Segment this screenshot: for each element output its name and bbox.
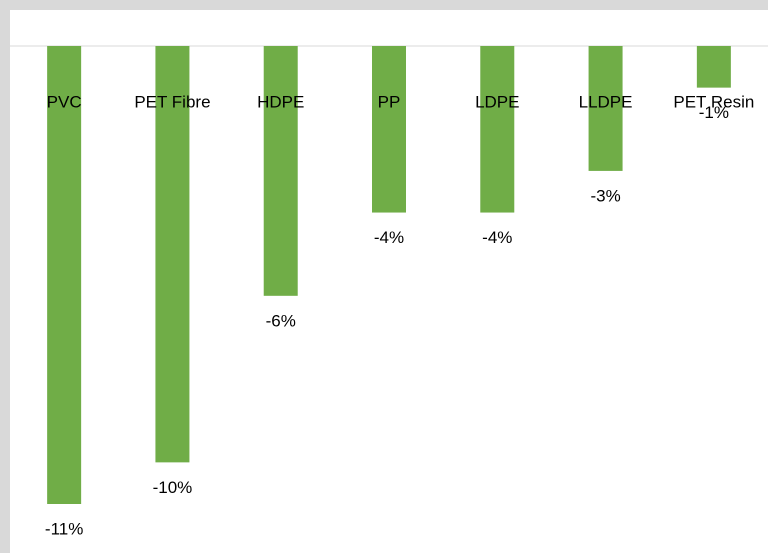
value-label: -10% <box>153 478 193 497</box>
category-label: PP <box>378 92 401 111</box>
value-label: -4% <box>482 228 512 247</box>
category-label: LLDPE <box>579 92 633 111</box>
frame-left <box>0 0 10 553</box>
value-label: -1% <box>699 103 729 122</box>
category-label: LDPE <box>475 92 519 111</box>
bar <box>155 46 190 463</box>
value-label: -11% <box>45 519 83 538</box>
value-label: -3% <box>590 186 620 205</box>
bar <box>47 46 82 504</box>
bar <box>480 46 515 213</box>
category-label: PET Fibre <box>134 92 210 111</box>
value-label: -6% <box>266 311 296 330</box>
frame-top <box>0 0 768 10</box>
bar <box>372 46 406 213</box>
category-label: PET Resin <box>673 92 754 111</box>
bar <box>696 46 731 88</box>
bar <box>588 46 623 171</box>
category-label: PVC <box>47 92 82 111</box>
bar <box>263 46 298 296</box>
value-label: -4% <box>374 228 404 247</box>
category-label: HDPE <box>257 92 304 111</box>
